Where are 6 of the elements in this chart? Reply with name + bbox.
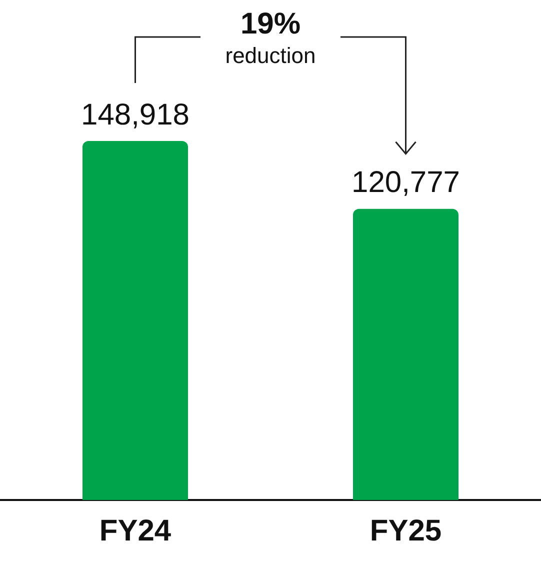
data-label: 120,777 bbox=[352, 166, 460, 200]
x-tick-label: FY25 bbox=[370, 514, 442, 548]
text: 19% bbox=[240, 7, 301, 40]
data-label: 148,918 bbox=[81, 98, 190, 132]
text: reduction bbox=[225, 43, 316, 68]
x-tick-label: FY24 bbox=[99, 514, 172, 548]
